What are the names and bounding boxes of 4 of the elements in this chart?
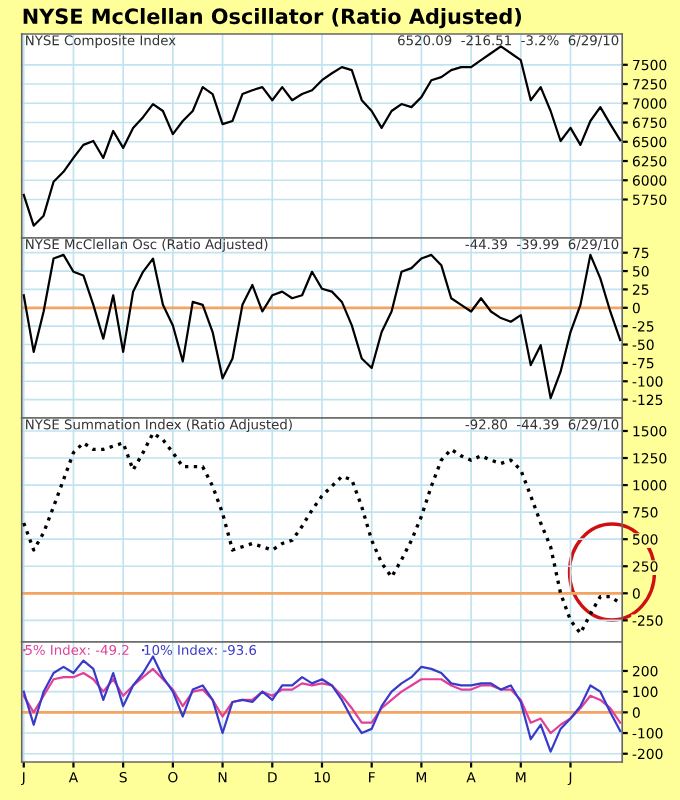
line-series xyxy=(22,655,622,753)
line-series xyxy=(22,431,622,636)
line-series xyxy=(22,667,622,735)
chart-title: NYSE McClellan Oscillator (Ratio Adjusted) xyxy=(23,8,522,29)
